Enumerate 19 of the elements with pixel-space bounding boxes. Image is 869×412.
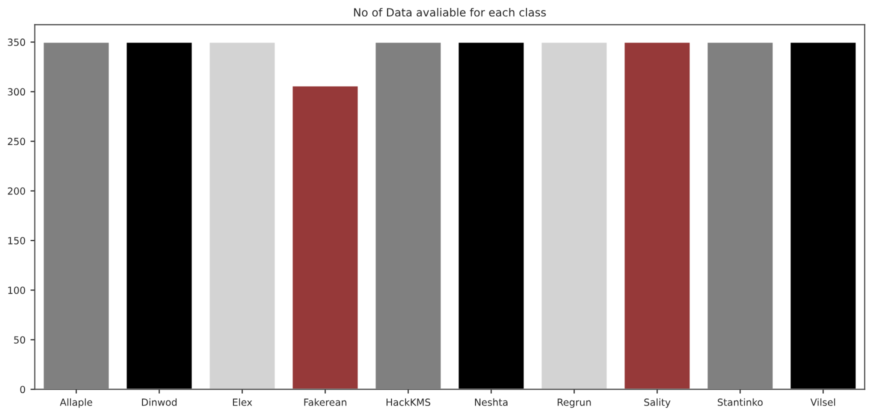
y-tick-label: 150 bbox=[8, 236, 26, 244]
x-tick-label: Stantinko bbox=[718, 398, 763, 406]
x-tick-label: Regrun bbox=[558, 398, 591, 408]
y-tick-label: 350 bbox=[8, 38, 26, 46]
y-tick-label: 300 bbox=[8, 88, 26, 96]
y-tick-label: 0 bbox=[20, 386, 26, 394]
chart-title: No of Data avaliable for each class bbox=[354, 8, 546, 17]
x-tick-label: Sality bbox=[644, 398, 670, 408]
y-tick-label: 200 bbox=[8, 187, 26, 195]
y-tick-label: 250 bbox=[8, 138, 26, 146]
x-tick-label: Neshta bbox=[475, 398, 508, 406]
x-tick-label: Dinwod bbox=[142, 398, 177, 406]
x-tick-label: HackKMS bbox=[386, 398, 430, 406]
y-tick-label: 100 bbox=[8, 286, 26, 294]
x-tick-label: Vilsel bbox=[810, 398, 836, 406]
x-tick-label: Elex bbox=[232, 398, 252, 406]
x-tick-label: Allaple bbox=[60, 398, 92, 408]
x-tick-label: Fakerean bbox=[304, 398, 346, 406]
y-tick-label: 50 bbox=[14, 336, 26, 344]
